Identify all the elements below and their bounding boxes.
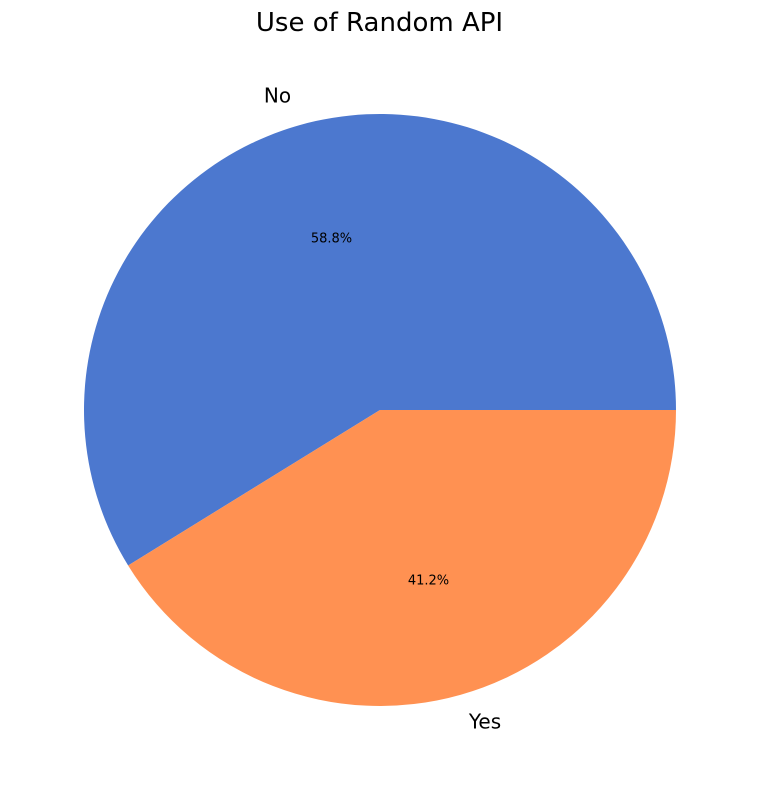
percent-label-no: 58.8%: [311, 232, 352, 247]
percent-label-yes: 41.2%: [408, 573, 449, 588]
pie-slice-yes: [128, 410, 676, 707]
slice-label-yes: Yes: [468, 710, 501, 734]
pie-slice-no: [84, 114, 677, 566]
pie-labels: No 58.8% Yes 41.2%: [264, 83, 501, 733]
slice-label-no: No: [264, 83, 291, 107]
pie-slices: [84, 114, 677, 707]
chart-title: Use of Random API: [256, 8, 503, 38]
